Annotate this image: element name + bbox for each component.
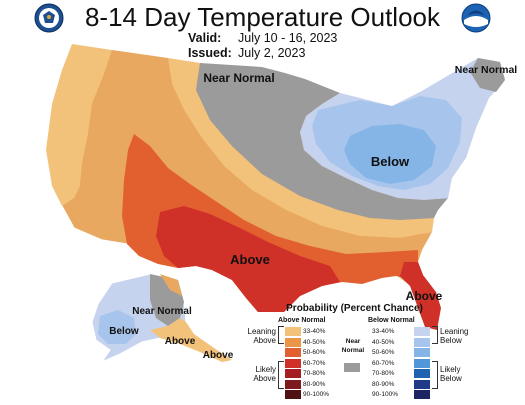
map-title: 8-14 Day Temperature Outlook bbox=[84, 2, 441, 32]
legend-below-bin-swatch bbox=[414, 390, 430, 399]
region-leaning-above-west bbox=[46, 44, 112, 206]
legend-leaning-below: Leaning Below bbox=[440, 327, 469, 345]
legend-below-bin-swatch bbox=[414, 327, 430, 336]
legend-below-bin-swatch bbox=[414, 348, 430, 357]
legend-below-bin-swatch bbox=[414, 379, 430, 389]
label-below-midwest: Below bbox=[371, 154, 410, 169]
legend-above-bin-label: 70-80% bbox=[303, 370, 326, 377]
legend-above-bin-swatch bbox=[285, 358, 301, 368]
legend-above-bin-swatch bbox=[285, 369, 301, 378]
legend-below-bin-label: 40-50% bbox=[372, 338, 395, 346]
label-near-normal-northeast: Near Normal bbox=[455, 64, 518, 76]
region-leaning-above-plains bbox=[168, 58, 434, 238]
region-above-60-70 bbox=[156, 206, 340, 312]
region-above-40-50 bbox=[80, 50, 432, 262]
legend-below-bin-label: 70-80% bbox=[372, 370, 395, 377]
label-above-alaska-panhandle: Above bbox=[203, 350, 234, 361]
region-near-normal-northeast bbox=[470, 58, 505, 92]
legend-above-bin-label: 80-90% bbox=[303, 380, 326, 388]
legend-leaning-above: Leaning Above bbox=[247, 327, 276, 345]
legend-below-bin-label: 80-90% bbox=[372, 380, 395, 388]
bracket-leaning-below bbox=[432, 326, 438, 344]
alaska-above-south bbox=[150, 318, 232, 362]
valid-value: July 10 - 16, 2023 bbox=[238, 31, 338, 45]
legend-below-bin-swatch bbox=[414, 369, 430, 378]
label-below-alaska: Below bbox=[109, 326, 139, 337]
legend-below-header: Below Normal bbox=[368, 317, 415, 324]
date-block: Valid: July 10 - 16, 2023 Issued: July 2, … bbox=[188, 31, 337, 61]
label-near-normal-north: Near Normal bbox=[203, 71, 274, 85]
valid-label: Valid: bbox=[188, 31, 222, 45]
legend-likely-below: Likely Below bbox=[440, 365, 462, 383]
legend-above-bin-swatch bbox=[285, 327, 301, 336]
legend-title: Probability (Percent Chance) bbox=[286, 303, 423, 314]
issued-row: Issued: July 2, 2023 bbox=[188, 46, 337, 61]
commerce-seal-icon bbox=[34, 3, 64, 33]
alaska-above-east bbox=[160, 274, 182, 296]
legend-below-bin-swatch bbox=[414, 337, 430, 347]
region-above-50-60 bbox=[122, 134, 423, 312]
legend-above-bin-swatch bbox=[285, 390, 301, 399]
alaska-map bbox=[91, 273, 234, 364]
legend-below-bin-label: 60-70% bbox=[372, 359, 395, 367]
alaska-below-40-50 bbox=[98, 310, 136, 344]
legend-above-bin-swatch bbox=[285, 379, 301, 389]
legend-above-bin-label: 90-100% bbox=[303, 391, 330, 398]
label-above-south: Above bbox=[230, 252, 270, 267]
region-near-normal-north bbox=[196, 63, 448, 220]
swatch-near-normal bbox=[344, 363, 360, 372]
legend-below-bin-swatch bbox=[414, 358, 430, 368]
bracket-likely-above bbox=[278, 361, 284, 389]
label-near-normal-alaska: Near Normal bbox=[132, 306, 192, 317]
bracket-likely-below bbox=[432, 361, 438, 389]
issued-label: Issued: bbox=[188, 46, 232, 60]
bracket-leaning-above bbox=[278, 326, 284, 344]
legend-below-bin-label: 90-100% bbox=[372, 391, 399, 398]
legend-near-normal: Near Normal bbox=[341, 338, 365, 354]
valid-row: Valid: July 10 - 16, 2023 bbox=[188, 31, 337, 46]
issued-value: July 2, 2023 bbox=[238, 46, 306, 60]
region-above-florida bbox=[400, 262, 441, 330]
label-above-florida: Above bbox=[406, 289, 443, 303]
legend-likely-above: Likely Above bbox=[253, 365, 276, 383]
label-above-alaska-south: Above bbox=[165, 336, 196, 347]
legend-above-bin-label: 40-50% bbox=[303, 338, 326, 346]
region-below-50-60 bbox=[344, 124, 436, 184]
legend-below-bin-label: 50-60% bbox=[372, 349, 395, 356]
probability-legend: Probability (Percent Chance) Above Norma… bbox=[232, 303, 477, 403]
noaa-emblem-icon bbox=[461, 3, 491, 33]
legend-above-bin-label: 50-60% bbox=[303, 349, 326, 356]
legend-above-bin-swatch bbox=[285, 337, 301, 347]
legend-above-header: Above Normal bbox=[278, 317, 326, 324]
legend-below-bin-label: 33-40% bbox=[372, 328, 395, 335]
legend-above-bin-label: 60-70% bbox=[303, 359, 326, 367]
legend-above-bin-swatch bbox=[285, 348, 301, 357]
legend-above-bin-label: 33-40% bbox=[303, 328, 326, 335]
